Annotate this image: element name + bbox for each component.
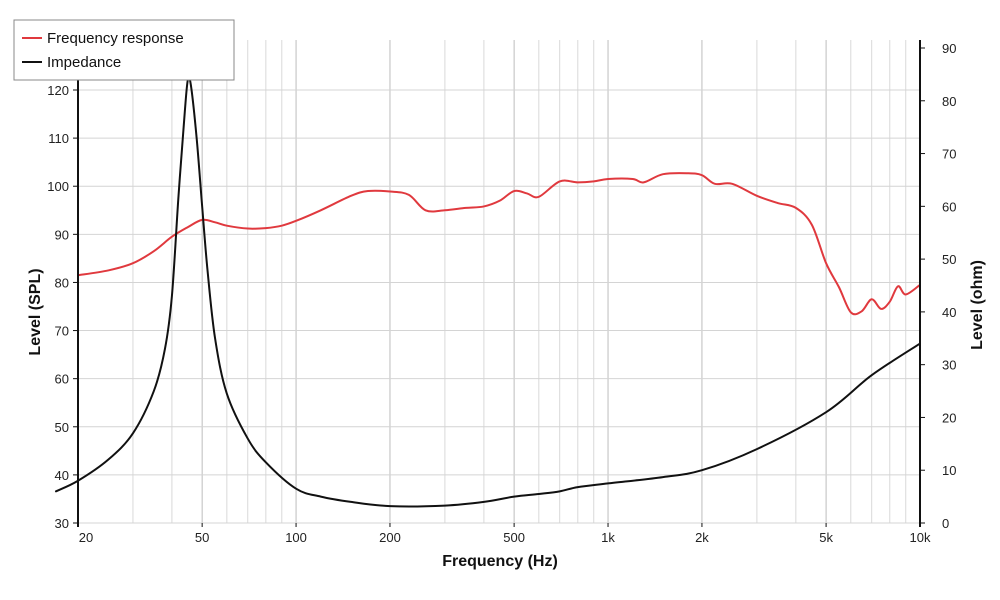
x-tick-label: 100	[285, 530, 307, 545]
series-lines	[54, 75, 920, 508]
x-tick-label: 10k	[910, 530, 931, 545]
x-tick-label: 50	[195, 530, 209, 545]
grid	[77, 40, 921, 524]
legend-box	[13, 19, 235, 81]
x-tick-label: 1k	[601, 530, 615, 545]
x-tick-label: 20	[79, 530, 93, 545]
y-tick-label: 100	[47, 179, 69, 194]
y2-tick-label: 10	[942, 463, 956, 478]
y2-tick-label: 50	[942, 252, 956, 267]
frequency-response-line	[77, 172, 920, 316]
x-tick-label: 200	[379, 530, 401, 545]
y-tick-label: 90	[55, 227, 69, 242]
y-tick-label: 60	[55, 372, 69, 387]
x-axis-title: Frequency (Hz)	[442, 553, 558, 570]
y-tick-label: 50	[55, 420, 69, 435]
y-tick-label: 120	[47, 83, 69, 98]
y2-tick-label: 70	[942, 147, 956, 162]
x-tick-label: 2k	[695, 530, 709, 545]
y-tick-label: 30	[55, 516, 69, 531]
y-tick-label: 80	[55, 275, 69, 290]
y-axis-title: Level (SPL)	[27, 268, 44, 355]
y2-tick-label: 30	[942, 358, 956, 373]
y2-axis-title: Level (ohm)	[969, 260, 986, 350]
x-tick-label: 5k	[819, 530, 833, 545]
y2-tick-label: 0	[942, 516, 949, 531]
y-tick-label: 110	[48, 131, 69, 146]
legend: Frequency response Impedance	[13, 19, 235, 81]
y2-tick-label: 80	[942, 94, 956, 109]
y2-tick-label: 20	[942, 410, 956, 425]
impedance-line	[54, 75, 920, 508]
y2-tick-label: 90	[942, 41, 956, 56]
y-tick-label: 40	[55, 468, 69, 483]
y-tick-label: 70	[55, 324, 69, 339]
y2-tick-label: 60	[942, 199, 956, 214]
tick-labels: 30 40 50 60 70 80 90 100 110 120 0 10 20 30 40 50 60 70 80…	[47, 41, 956, 545]
y2-tick-label: 40	[942, 305, 956, 320]
x-tick-label: 500	[503, 530, 525, 545]
legend-label-frequency-response: Frequency response	[47, 30, 184, 47]
legend-label-impedance: Impedance	[47, 54, 121, 71]
axes	[73, 40, 925, 527]
